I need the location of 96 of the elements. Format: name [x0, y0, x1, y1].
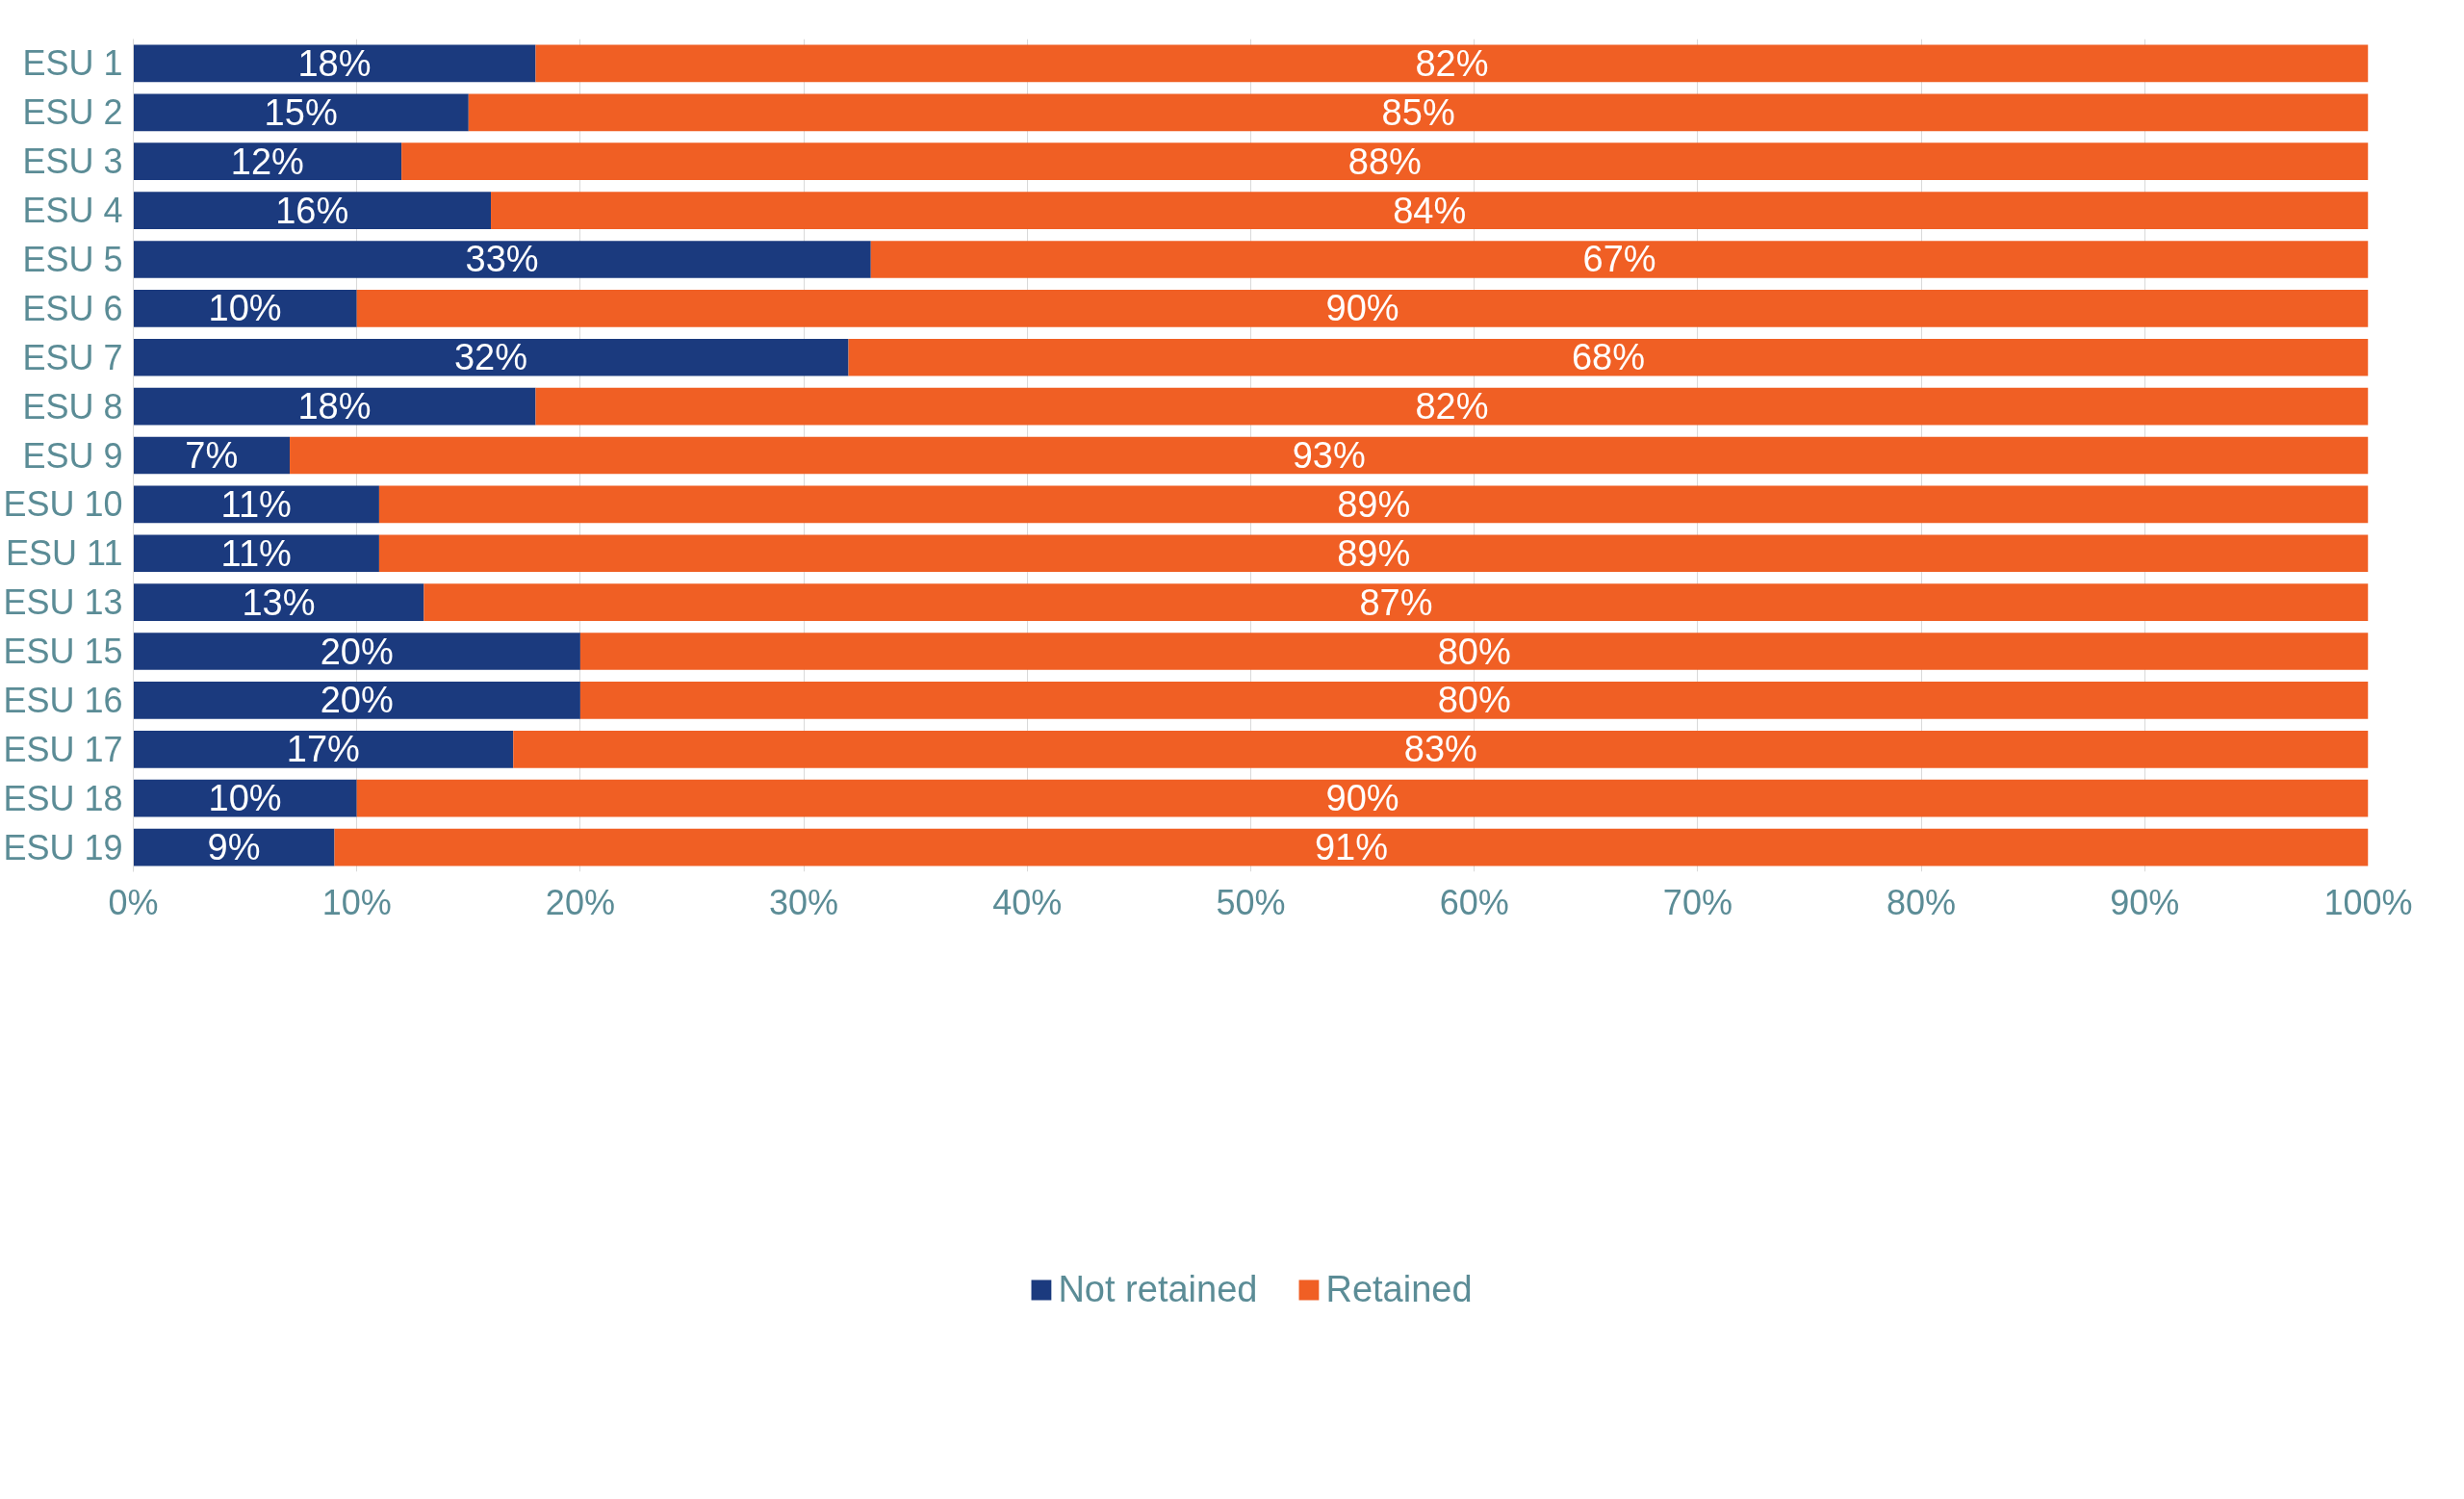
data-label: 11%	[220, 532, 292, 574]
data-label: 16%	[275, 190, 349, 231]
x-tick-label: 40%	[992, 882, 1063, 922]
x-tick-label: 60%	[1439, 882, 1509, 922]
y-tick-label: ESU 19	[3, 827, 123, 867]
y-tick-label: ESU 1	[22, 43, 123, 84]
bar	[356, 290, 2369, 327]
y-tick-label: ESU 11	[6, 533, 123, 574]
data-label: 82%	[1415, 42, 1489, 84]
data-label: 80%	[1437, 631, 1511, 672]
bar	[133, 192, 492, 229]
bar	[133, 583, 424, 621]
data-label: 32%	[453, 337, 528, 378]
x-tick-label: 50%	[1216, 882, 1286, 922]
bar	[356, 779, 2369, 817]
bar	[133, 387, 536, 426]
x-tick-label: 20%	[545, 882, 615, 922]
bar	[133, 93, 469, 132]
y-tick-label: ESU 10	[3, 484, 123, 525]
bar	[468, 93, 2369, 132]
y-tick-label: ESU 5	[22, 239, 123, 279]
y-tick-label: ESU 3	[22, 142, 123, 182]
data-label: 89%	[1337, 483, 1411, 525]
data-label: 11%	[220, 483, 292, 525]
x-tick-label: 80%	[1886, 882, 1957, 922]
bar	[334, 828, 2369, 866]
bar	[133, 633, 580, 670]
data-label: 89%	[1337, 532, 1411, 574]
bar	[870, 241, 2369, 278]
bar	[513, 730, 2369, 768]
y-tick-label: ESU 7	[22, 337, 123, 377]
data-label: 7%	[185, 435, 239, 476]
y-tick-label: ESU 6	[22, 288, 123, 328]
x-tick-label: 100%	[2323, 882, 2413, 922]
legend-label: Retained	[1325, 1268, 1473, 1310]
data-label: 18%	[297, 386, 372, 427]
data-label: 84%	[1393, 190, 1467, 231]
bar	[848, 338, 2369, 376]
data-label: 91%	[1314, 827, 1389, 868]
y-tick-label: ESU 17	[3, 729, 123, 769]
bar	[535, 44, 2369, 83]
data-label: 18%	[297, 42, 372, 84]
x-tick-label: 30%	[769, 882, 839, 922]
data-label: 85%	[1381, 91, 1455, 133]
data-label: 68%	[1571, 337, 1646, 378]
bar	[133, 290, 357, 327]
data-label: 13%	[242, 582, 316, 623]
data-label: 80%	[1437, 680, 1511, 721]
bar	[535, 387, 2369, 426]
bar	[579, 682, 2369, 719]
data-label: 20%	[320, 631, 394, 672]
bar	[290, 436, 2369, 475]
data-label: 10%	[208, 288, 282, 329]
data-label: 90%	[1325, 778, 1399, 819]
bar	[133, 142, 402, 181]
data-label: 17%	[286, 729, 360, 770]
bar	[133, 534, 379, 573]
bar	[133, 779, 357, 817]
data-label: 93%	[1292, 435, 1366, 476]
x-tick-label: 0%	[108, 882, 159, 922]
y-tick-label: ESU 18	[3, 778, 123, 818]
bar	[133, 485, 379, 524]
legend-label: Not retained	[1058, 1268, 1258, 1310]
data-label: 90%	[1325, 288, 1399, 329]
bar	[133, 730, 514, 768]
y-tick-label: ESU 8	[22, 386, 123, 426]
x-tick-label: 70%	[1662, 882, 1732, 922]
data-label: 83%	[1403, 729, 1477, 770]
data-label: 10%	[208, 778, 282, 819]
data-label: 82%	[1415, 386, 1489, 427]
y-tick-label: ESU 13	[3, 582, 123, 623]
bar	[133, 338, 849, 376]
y-tick-label: ESU 9	[22, 435, 123, 476]
data-label: 87%	[1359, 582, 1433, 623]
data-label: 9%	[207, 827, 261, 868]
bar	[491, 192, 2369, 229]
data-label: 88%	[1348, 141, 1422, 182]
x-tick-label: 90%	[2110, 882, 2180, 922]
bar	[424, 583, 2369, 621]
bar	[133, 682, 580, 719]
data-label: 20%	[320, 680, 394, 721]
bar	[579, 633, 2369, 670]
bar	[378, 485, 2369, 524]
bar	[133, 44, 536, 83]
bar	[133, 241, 871, 278]
y-tick-label: ESU 15	[3, 632, 123, 672]
bar	[378, 534, 2369, 573]
data-label: 33%	[465, 239, 539, 280]
y-tick-label: ESU 4	[22, 191, 123, 231]
y-tick-label: ESU 2	[22, 92, 123, 133]
x-tick-label: 10%	[321, 882, 392, 922]
data-label: 67%	[1582, 239, 1656, 280]
data-label: 12%	[230, 141, 304, 182]
y-tick-label: ESU 16	[3, 680, 123, 720]
bar	[401, 142, 2369, 181]
data-label: 15%	[264, 91, 338, 133]
